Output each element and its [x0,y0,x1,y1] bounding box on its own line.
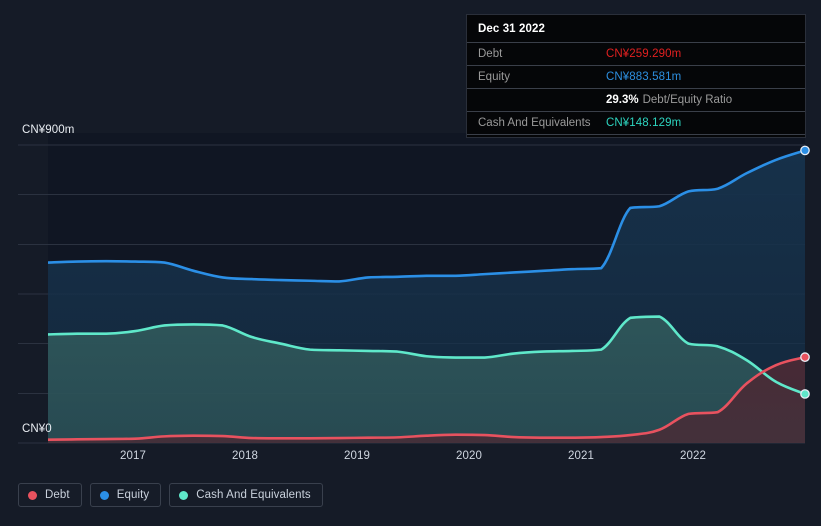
tooltip-date: Dec 31 2022 [467,15,805,43]
x-axis-tick-2019: 2019 [344,450,370,462]
legend-label: Cash And Equivalents [196,489,311,501]
x-axis-tick-2017: 2017 [120,450,146,462]
legend-label: Debt [45,489,70,501]
tooltip-label-equity: Equity [478,71,510,83]
tooltip-value-debt: CN¥259.290m [606,48,682,60]
x-axis-tick-2021: 2021 [568,450,594,462]
tooltip-row-debt: Debt CN¥259.290m [467,43,805,66]
line-equity [48,149,805,283]
area-cash [48,316,805,443]
x-axis-tick-2018: 2018 [232,450,258,462]
legend-item-cash-and-equivalents[interactable]: Cash And Equivalents [169,483,323,507]
x-axis-tick-2022: 2022 [680,450,706,462]
tooltip-row-ratio: 29.3% Debt/Equity Ratio [467,89,805,112]
end-marker-debt [800,352,810,362]
legend-dot-icon [28,490,37,500]
line-cash [48,315,805,396]
tooltip-label-cash: Cash And Equivalents [478,117,591,129]
series-lines [48,149,805,441]
tooltip-row-equity: Equity CN¥883.581m [467,66,805,89]
chart-legend: Debt Equity Cash And Equivalents [18,483,323,507]
end-marker-cash [800,389,810,399]
legend-dot-icon [179,490,189,500]
tooltip-row-cash: Cash And Equivalents CN¥148.129m [467,112,805,135]
tooltip-label-debt: Debt [478,48,503,60]
end-markers [800,145,810,399]
tooltip-value-equity: CN¥883.581m [606,71,682,83]
tooltip-ratio-label: Debt/Equity Ratio [642,94,733,106]
y-axis-label-max: CN¥900m [22,124,75,136]
legend-label: Equity [116,489,150,501]
y-axis-label-zero: CN¥0 [22,423,52,435]
tooltip-ratio-group: 29.3% Debt/Equity Ratio [606,94,732,106]
legend-item-debt[interactable]: Debt [18,483,82,507]
end-marker-equity [800,145,810,156]
tooltip-ratio-value: 29.3% [606,94,639,106]
legend-item-equity[interactable]: Equity [89,483,162,507]
x-axis-tick-2020: 2020 [456,450,482,462]
line-debt [48,355,805,441]
tooltip-value-cash: CN¥148.129m [606,117,682,129]
area-debt [48,357,805,443]
legend-dot-icon [99,490,109,500]
data-tooltip: Dec 31 2022 Debt CN¥259.290m Equity CN¥8… [466,14,806,138]
series-areas [48,150,805,443]
